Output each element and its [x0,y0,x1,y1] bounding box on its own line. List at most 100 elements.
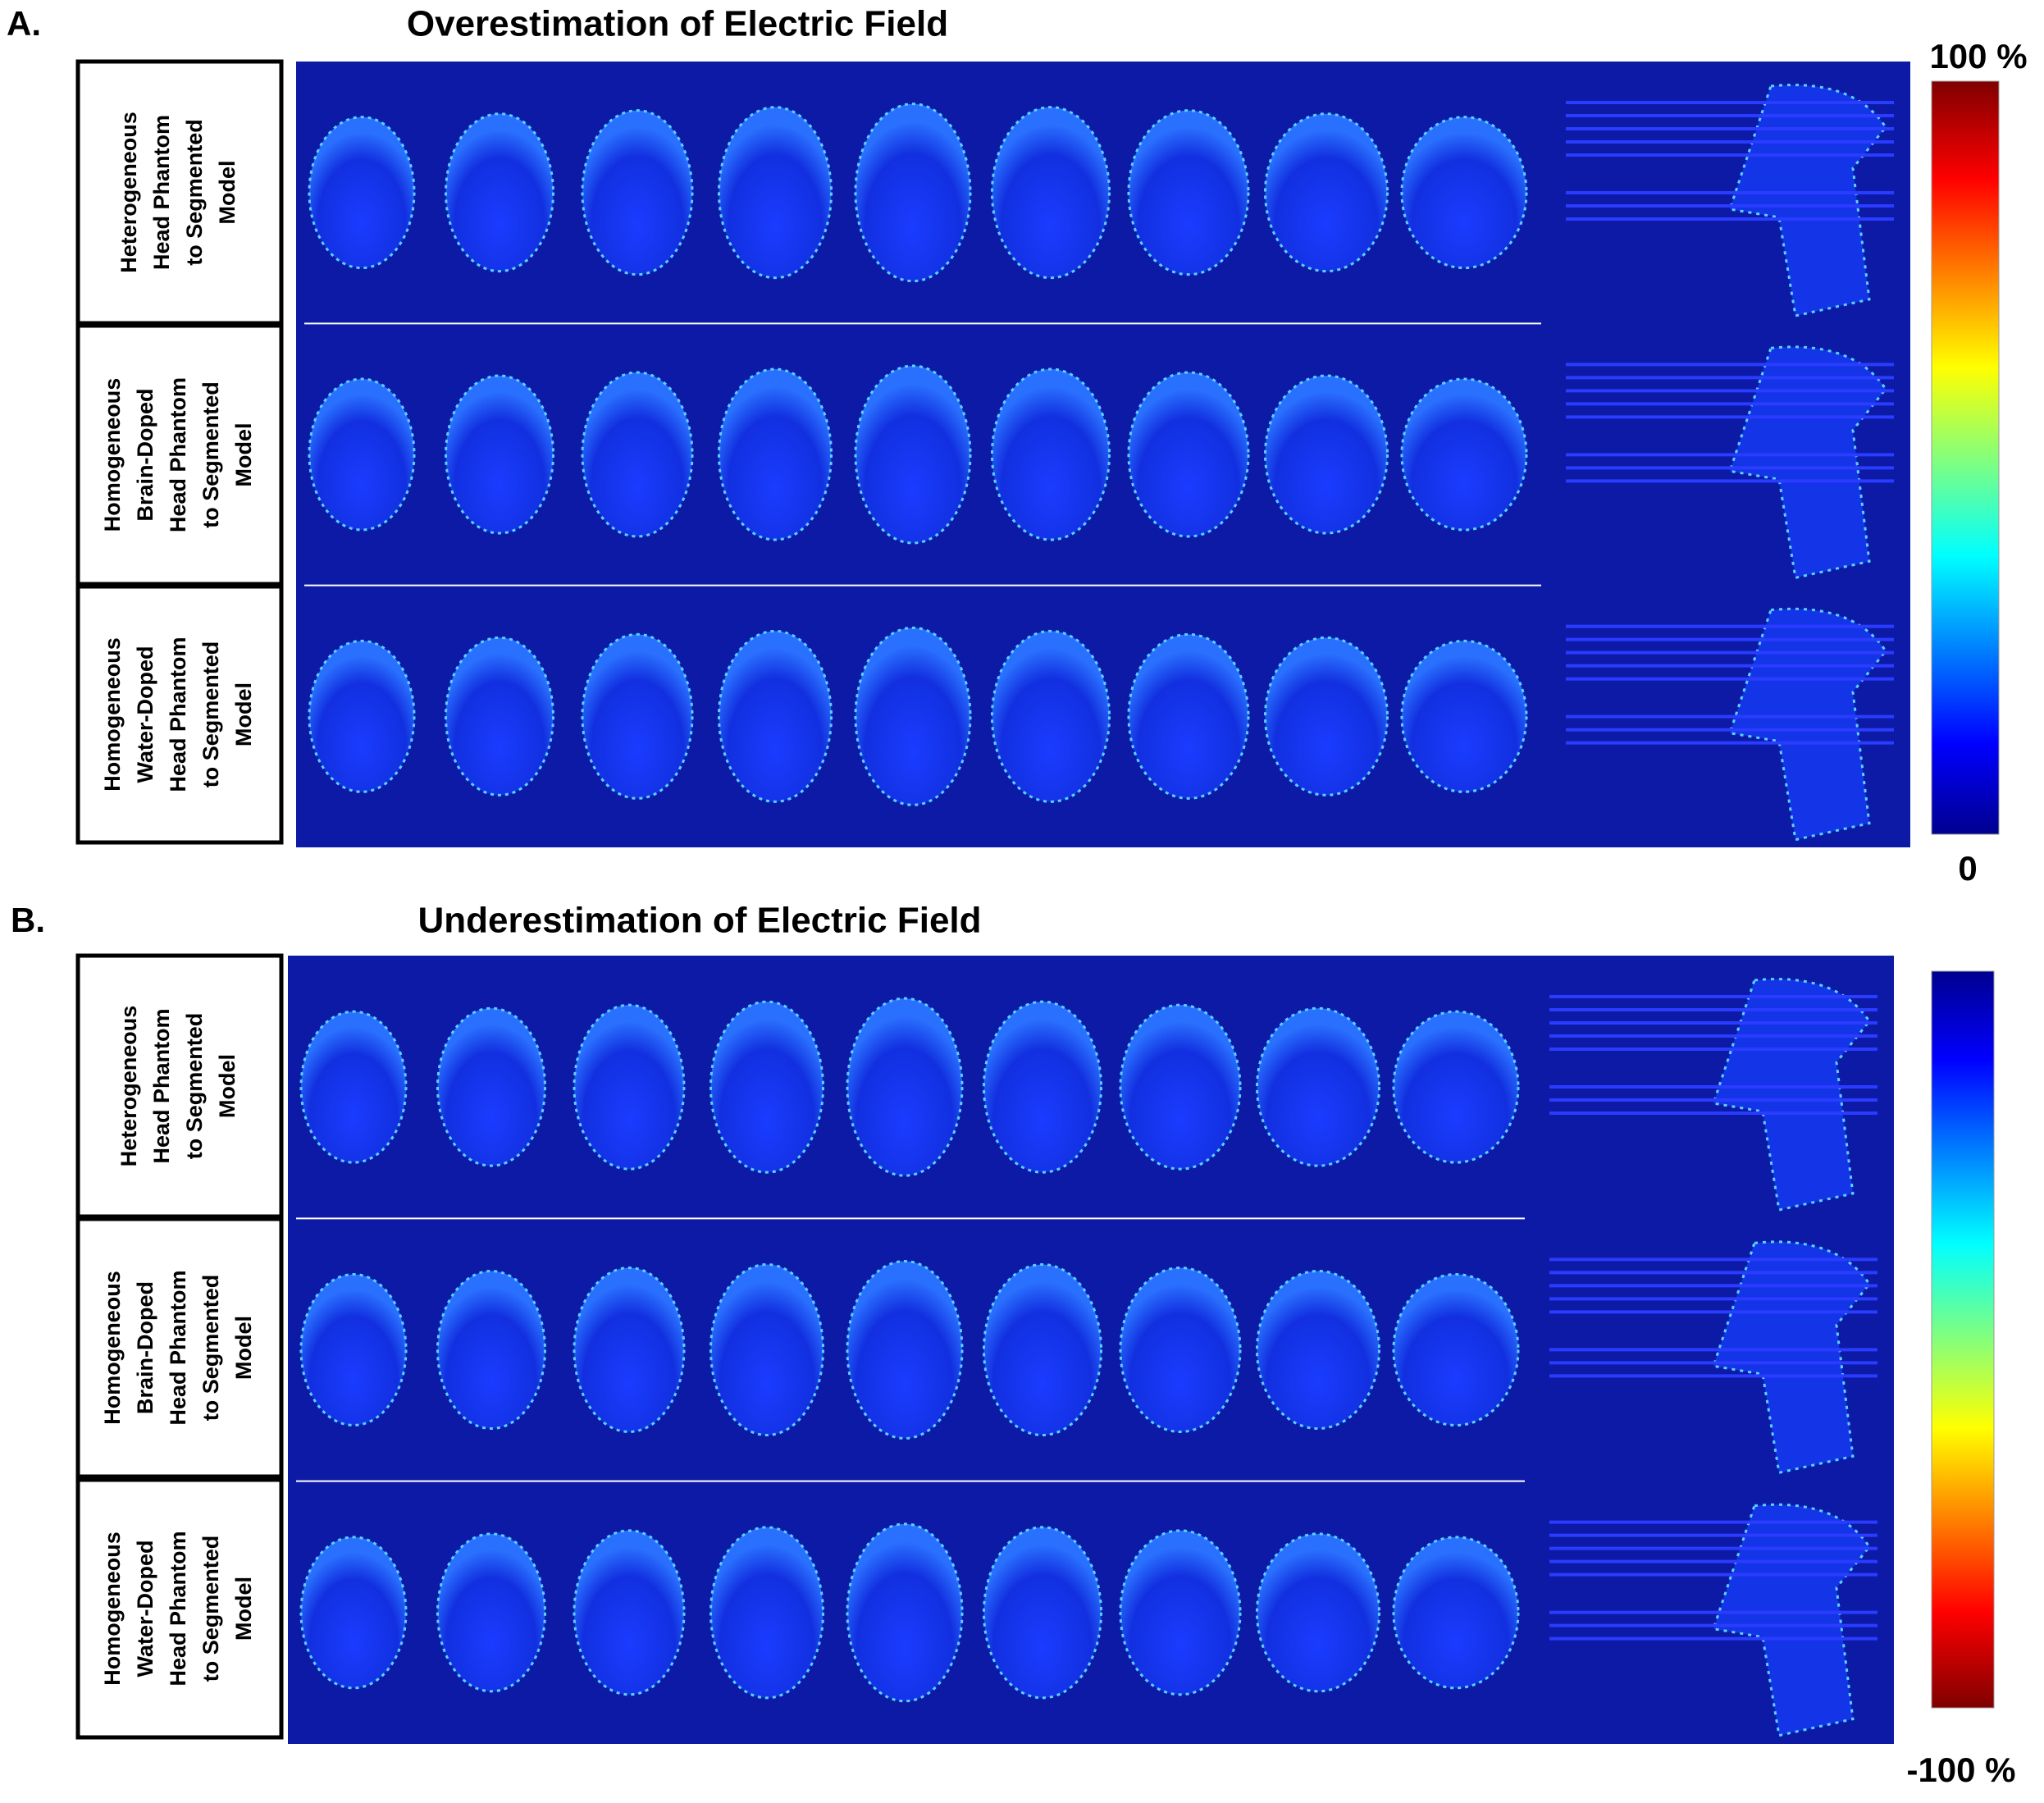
row-label-line: Water-Doped [133,646,157,783]
colorbar [1931,970,1995,1709]
brain-slice [718,106,833,280]
row-label: Heterogeneous Head Phantom to Segmented Mod… [116,1006,240,1167]
row-label-line: Model [215,1054,240,1118]
brain-slice [718,367,833,541]
row-label: Homogeneous Water-Doped Head Phantom to Seg… [100,1531,256,1686]
row-label-line: Model [231,682,256,746]
row-label: Homogeneous Brain-Doped Head Phantom to Seg… [100,1270,256,1425]
row-label-line: Water-Doped [133,1541,157,1677]
row-label-line: Head Phantom [149,1008,174,1163]
brain-slice [846,1522,964,1703]
brain-slice [445,374,554,535]
brain-slice [991,367,1111,541]
brain-slice [846,997,964,1177]
brain-slice [308,377,416,532]
brain-slice [573,1003,686,1171]
brain-slice [1119,1267,1242,1433]
colorbar-bottom-label: 0 [1958,849,1977,888]
row-label-line: Head Phantom [166,377,190,532]
brain-slice [983,1526,1102,1700]
brain-slice [436,1270,546,1430]
colorbar-top-label: 100 % [1929,37,2027,75]
row-label-line: Brain-Doped [133,1281,157,1414]
row-label-line: Homogeneous [100,637,125,792]
row-label-box [75,323,284,587]
brain-slice [573,1529,686,1696]
panel-title: Underestimation of Electric Field [417,901,981,941]
brain-slice [299,1536,408,1690]
row-label-line: Model [231,1577,256,1641]
panel-label: A. [7,4,41,43]
row-label-line: to Segmented [182,1013,207,1160]
brain-slice [1264,112,1389,273]
brain-slice [718,629,833,803]
brain-slice [308,116,416,270]
row-label-line: Head Phantom [149,115,174,270]
brain-slice [1127,632,1250,800]
brain-slice [1264,374,1389,535]
brain-slice [436,1006,546,1167]
brain-slice [1256,1532,1380,1693]
brain-slice [709,1000,824,1174]
brain-slice [1400,116,1528,270]
brain-slice [1400,639,1528,793]
row-label-box [75,1216,284,1479]
brain-slice [1119,1003,1242,1171]
brain-slice [573,1267,686,1433]
row-label-box [75,59,284,326]
colorbar-bottom-label: -100 % [1906,1751,2015,1789]
brain-slice [709,1526,824,1700]
brain-slice [1256,1270,1380,1430]
brain-slice [299,1273,408,1426]
brain-slice [1127,371,1250,538]
row-label-line: Heterogeneous [116,1006,141,1167]
row-label: Homogeneous Brain-Doped Head Phantom to Seg… [100,377,256,532]
brain-slice [581,632,694,800]
row-label-line: Homogeneous [100,378,125,532]
panel-title: Overestimation of Electric Field [407,4,948,44]
brain-slice [1264,636,1389,797]
brain-slice [854,103,972,283]
row-label-line: Homogeneous [100,1531,125,1686]
brain-slice [1119,1529,1242,1696]
brain-slice [991,106,1111,280]
brain-slice [846,1260,964,1440]
brain-slice [983,1263,1102,1436]
brain-slice [1400,377,1528,532]
row-label: Homogeneous Water-Doped Head Phantom to Seg… [100,637,256,792]
brain-slice [308,639,416,793]
row-label-line: Homogeneous [100,1271,125,1425]
row-label-line: to Segmented [198,641,223,788]
row-label-line: Head Phantom [166,1270,190,1425]
row-label-line: Model [215,161,240,225]
row-label-line: to Segmented [198,1536,223,1682]
row-label-line: Brain-Doped [133,389,157,522]
row-label-box [75,584,284,845]
brain-slice [1392,1273,1520,1426]
row-label: Heterogeneous Head Phantom to Segmented Mod… [116,112,240,273]
brain-slice [991,629,1111,803]
brain-slice [1127,109,1250,276]
row-label-line: Head Phantom [166,1531,190,1686]
row-label-box [75,953,284,1219]
brain-slice [1392,1010,1520,1164]
row-label-line: Head Phantom [166,637,190,792]
panel-label: B. [11,901,45,939]
brain-slice [1256,1006,1380,1167]
row-label-line: Model [231,1316,256,1380]
brain-slice [445,636,554,797]
brain-slice [581,371,694,538]
brain-slice [581,109,694,276]
row-label-line: Heterogeneous [116,112,141,273]
row-label-line: to Segmented [198,1275,223,1422]
row-label-line: to Segmented [182,119,207,266]
colorbar [1931,80,2000,835]
row-label-line: Model [231,423,256,487]
brain-slice [445,112,554,273]
brain-slice [983,1000,1102,1174]
brain-slice [436,1532,546,1693]
brain-slice [854,626,972,806]
brain-slice [1392,1536,1520,1690]
brain-slice [854,364,972,545]
